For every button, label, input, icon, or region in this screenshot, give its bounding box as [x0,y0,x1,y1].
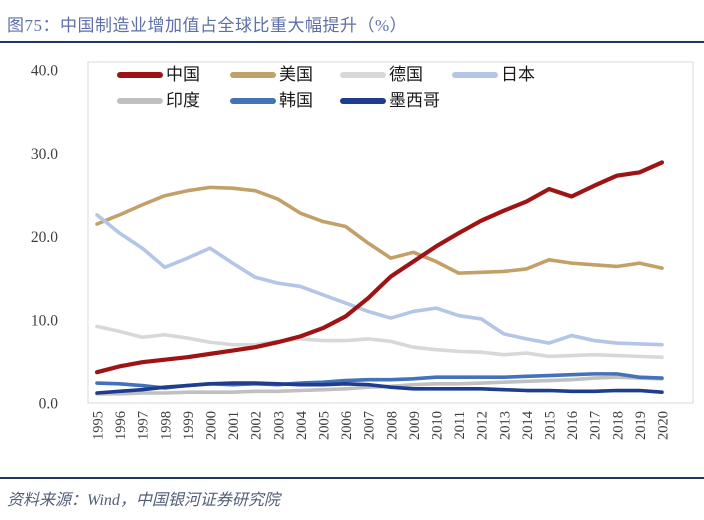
x-axis-tick-label: 2000 [204,411,220,440]
legend-label: 日本 [501,65,535,84]
x-axis-tick-label: 1999 [181,411,197,440]
legend-label: 印度 [166,91,200,110]
legend-item-mexico: 墨西哥 [340,92,440,110]
series-line-usa [95,185,664,275]
y-axis-tick-label: 40.0 [31,63,58,80]
legend-swatch-mexico [340,98,386,104]
legend-item-china: 中国 [117,66,200,84]
plot-border [87,61,694,404]
legend-swatch-germany [340,72,386,78]
legend-label: 韩国 [279,91,313,110]
legend-label: 德国 [389,65,423,84]
x-axis-tick-label: 2008 [384,411,400,440]
x-axis-tick-label: 2007 [362,411,378,440]
series-line-mexico [95,381,664,395]
legend-item-germany: 德国 [340,66,423,84]
legend-swatch-japan [452,72,498,78]
x-axis-tick-label: 2012 [475,411,491,440]
x-axis-tick-label: 1997 [136,411,152,440]
legend-label: 墨西哥 [389,91,440,110]
x-axis-tick-label: 2016 [565,411,581,440]
y-axis-tick-label: 30.0 [31,146,58,163]
legend-swatch-usa [230,72,276,78]
series-line-japan [95,213,664,347]
legend-swatch-korea [230,98,276,104]
x-axis-tick-label: 2019 [633,411,649,440]
x-axis-tick-label: 2004 [294,410,310,440]
legend-label: 中国 [166,65,200,84]
x-axis-tick-label: 2015 [543,411,559,440]
y-axis-tick-label: 20.0 [31,229,58,246]
legend-swatch-india [117,98,163,104]
x-axis-tick-label: 2011 [452,411,468,439]
legend-item-usa: 美国 [230,66,313,84]
legend-label: 美国 [279,65,313,84]
x-axis-tick-label: 2014 [520,410,536,440]
x-axis-tick-label: 2020 [656,411,672,440]
x-axis-tick-label: 1996 [113,411,129,440]
x-axis-tick-label: 2006 [339,411,355,440]
y-axis-tick-label: 0.0 [39,396,59,413]
x-axis-tick-label: 2017 [588,411,604,440]
series-line-china [94,160,665,375]
legend-item-korea: 韩国 [230,92,313,110]
footer-rule [0,477,704,479]
x-axis-tick-label: 2009 [407,411,423,440]
x-axis-tick-label: 2018 [610,411,626,440]
title-underline [0,41,704,43]
x-axis-tick-label: 1998 [158,411,174,440]
x-axis-tick-label: 2003 [271,411,287,440]
figure-title: 图75：中国制造业增加值占全球比重大幅提升（%） [7,16,408,35]
x-axis-tick-label: 2002 [249,411,265,440]
x-axis-tick-label: 2001 [226,411,242,440]
series-line-germany [95,324,664,360]
x-axis-tick-label: 2005 [317,411,333,440]
y-axis-tick-label: 10.0 [31,312,58,329]
x-axis-tick-label: 2010 [430,411,446,440]
legend-swatch-china [117,72,163,78]
legend-item-japan: 日本 [452,66,535,84]
x-axis-tick-label: 2013 [497,411,513,440]
legend-item-india: 印度 [117,92,200,110]
x-axis-tick-label: 1995 [91,411,107,440]
source-note: 资料来源：Wind，中国银河证券研究院 [7,492,280,509]
